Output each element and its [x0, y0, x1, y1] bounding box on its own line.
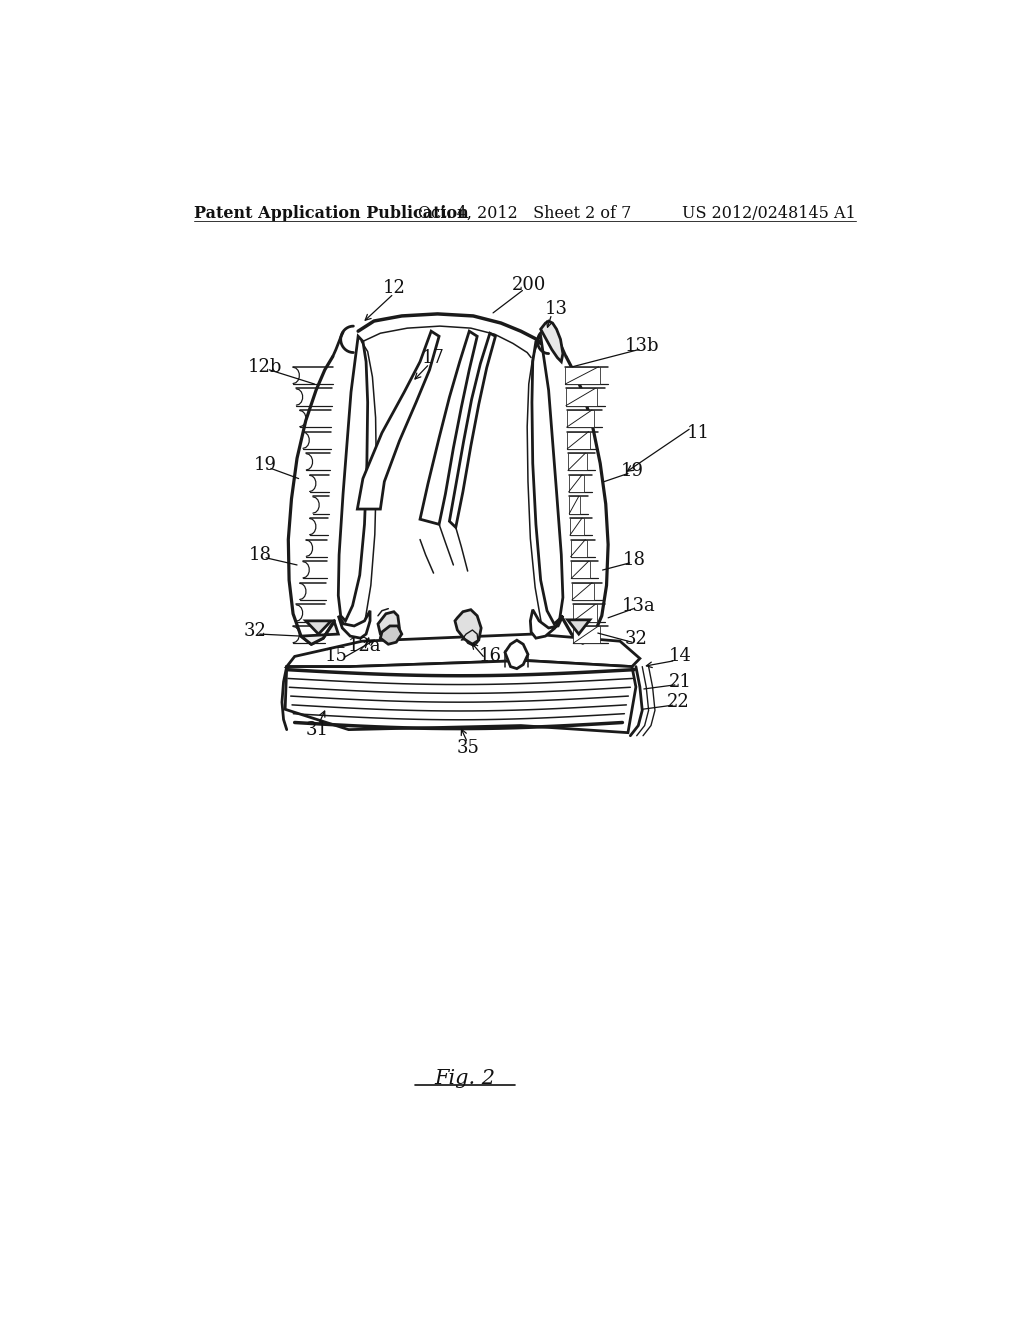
Text: 12b: 12b [248, 358, 283, 376]
Polygon shape [420, 331, 477, 524]
Polygon shape [505, 640, 528, 669]
Polygon shape [568, 475, 584, 492]
Text: Fig. 2: Fig. 2 [435, 1069, 496, 1088]
Polygon shape [338, 337, 368, 620]
Text: Patent Application Publication: Patent Application Publication [194, 205, 469, 222]
Text: 200: 200 [512, 276, 546, 294]
Text: 18: 18 [623, 550, 646, 569]
Polygon shape [570, 540, 587, 557]
Polygon shape [357, 331, 439, 510]
Polygon shape [569, 496, 581, 513]
Polygon shape [285, 660, 636, 733]
Text: 13a: 13a [622, 597, 655, 615]
Text: 32: 32 [625, 630, 647, 648]
Text: 12: 12 [382, 280, 406, 297]
Polygon shape [306, 620, 331, 634]
Polygon shape [455, 610, 481, 644]
Text: 19: 19 [254, 457, 276, 474]
Text: 17: 17 [421, 348, 444, 367]
Polygon shape [287, 634, 640, 667]
Polygon shape [570, 517, 584, 535]
Text: US 2012/0248145 A1: US 2012/0248145 A1 [682, 205, 856, 222]
Text: 13b: 13b [625, 338, 659, 355]
Text: 32: 32 [244, 622, 266, 640]
Polygon shape [565, 367, 600, 384]
Polygon shape [301, 622, 338, 644]
Polygon shape [338, 611, 370, 638]
Polygon shape [380, 626, 401, 644]
Text: 21: 21 [669, 673, 692, 690]
Text: 35: 35 [457, 739, 479, 756]
Text: 11: 11 [686, 424, 710, 442]
Text: 14: 14 [669, 647, 692, 665]
Polygon shape [567, 620, 590, 634]
Polygon shape [566, 388, 597, 405]
Polygon shape [378, 611, 399, 640]
Text: Oct. 4, 2012   Sheet 2 of 7: Oct. 4, 2012 Sheet 2 of 7 [418, 205, 632, 222]
Text: 31: 31 [305, 721, 329, 739]
Polygon shape [541, 321, 563, 362]
Text: 13: 13 [545, 300, 568, 318]
Text: 19: 19 [622, 462, 644, 480]
Polygon shape [566, 411, 594, 428]
Polygon shape [571, 561, 590, 578]
Polygon shape [571, 582, 594, 601]
Polygon shape [530, 610, 563, 638]
Polygon shape [572, 605, 597, 622]
Polygon shape [573, 626, 600, 643]
Polygon shape [567, 432, 590, 449]
Text: 18: 18 [249, 545, 272, 564]
Polygon shape [568, 453, 587, 470]
Text: 12a: 12a [348, 638, 381, 655]
Text: 22: 22 [667, 693, 689, 711]
Text: 15: 15 [325, 647, 347, 665]
Polygon shape [531, 337, 563, 624]
Text: 16: 16 [479, 647, 502, 665]
Polygon shape [450, 333, 496, 528]
